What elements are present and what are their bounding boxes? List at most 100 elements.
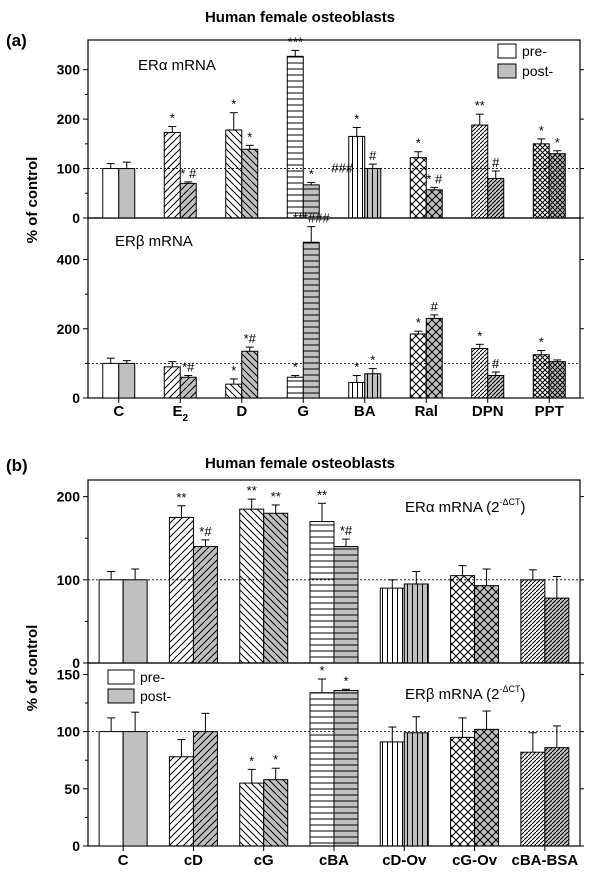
bar-pre-D (225, 129, 243, 219)
significance-label: ** (247, 483, 257, 498)
bar-pre-PPT (532, 354, 550, 399)
x-tick-label: C (113, 403, 124, 420)
bar-post-BA (364, 168, 382, 219)
x-tick-label: cG-Ov (452, 852, 498, 869)
significance-label: * (273, 752, 278, 767)
bar-pre-C (102, 362, 120, 399)
y-tick-label: 50 (64, 781, 80, 797)
x-tick-label: DPN (472, 403, 504, 420)
significance-label: * (477, 328, 482, 343)
bar-post-cD (192, 546, 218, 664)
legend-a: pre- post- (497, 43, 553, 79)
y-tick-label: 0 (72, 838, 80, 854)
legend-b-post-label: post- (140, 688, 171, 704)
significance-label: # (369, 148, 377, 163)
bar-post-cG-Ov (474, 585, 500, 664)
bar-post-cD (192, 731, 218, 847)
bar-post-G (302, 241, 320, 399)
panel-b-letter: (b) (6, 456, 28, 475)
legend-a-post-label: post- (522, 63, 553, 79)
panel-a-letter: (a) (6, 31, 27, 50)
bar-pre-cG-Ov (450, 575, 476, 664)
bar-pre-Ral (409, 157, 427, 219)
legend-b: pre- post- (107, 669, 171, 704)
significance-label: * (416, 136, 421, 151)
bar-pre-D (225, 383, 243, 399)
significance-label: ** (475, 98, 485, 113)
bar-pre-G (286, 55, 304, 219)
x-tick-label: cBA (319, 852, 349, 869)
bar-post-cBA-BSA (544, 747, 570, 847)
bar-post-E2 (179, 182, 197, 219)
bar-post-C (122, 579, 148, 664)
bar-post-cG (263, 512, 289, 664)
bar-pre-cBA-BSA (520, 579, 546, 664)
significance-label: * # (426, 171, 443, 186)
bar-post-BA (364, 373, 382, 399)
significance-label: ** (317, 487, 327, 502)
significance-label: * (555, 135, 560, 150)
bar-post-DPN (487, 375, 505, 399)
legend-b-pre-label: pre- (140, 669, 165, 685)
x-tick-label: E2 (172, 403, 188, 424)
significance-label: * (319, 663, 324, 678)
bar-post-C (122, 731, 148, 847)
significance-label: # (492, 155, 500, 170)
x-tick-label: cD-Ov (382, 852, 427, 869)
significance-label: # (492, 356, 500, 371)
bar-post-C (118, 168, 136, 219)
subplot-label-main: ERβ mRNA (115, 233, 193, 250)
significance-label: * (354, 112, 359, 127)
bar-post-D (241, 350, 259, 399)
bar-pre-cG (239, 508, 265, 664)
bar-post-E2 (179, 376, 197, 399)
bar-pre-cG (239, 782, 265, 847)
bar-post-cG (263, 779, 289, 847)
bar-post-cBA-BSA (544, 597, 570, 664)
bar-post-D (241, 148, 259, 219)
bar-post-PPT (548, 361, 566, 399)
significance-label: *# (340, 523, 353, 538)
subplot-label-end: ) (521, 499, 526, 516)
bar-pre-DPN (471, 124, 489, 219)
bar-pre-C (98, 579, 124, 664)
legend-a-post-swatch (497, 63, 517, 79)
y-tick-label: 200 (57, 489, 81, 505)
legend-a-pre-label: pre- (522, 43, 547, 59)
x-tick-label: cG (254, 852, 274, 869)
significance-label: *** (288, 34, 303, 49)
bar-pre-C (102, 168, 120, 219)
panel-b-title: Human female osteoblasts (205, 455, 395, 472)
y-tick-label: 400 (57, 252, 81, 268)
y-tick-label: 0 (72, 655, 80, 671)
bar-post-cBA (333, 689, 359, 847)
subplot-label-sup: -ΔCT (500, 497, 522, 507)
side-significance-label: ### (331, 160, 353, 175)
subplot-label-main: ERα mRNA (138, 57, 216, 74)
bar-pre-BA (348, 135, 366, 219)
y-tick-label: 200 (57, 111, 81, 127)
bar-pre-cBA (309, 521, 335, 664)
bar-post-PPT (548, 153, 566, 219)
significance-label: * (539, 123, 544, 138)
bar-post-cD-Ov (403, 583, 429, 664)
significance-label: * (539, 335, 544, 350)
panel-b-ylabel: % of control (24, 625, 41, 712)
subplot-label: ERβ mRNA (2-ΔCT) (405, 684, 526, 703)
y-tick-label: 200 (57, 321, 81, 337)
bar-pre-cBA (309, 692, 335, 847)
legend-a-pre-swatch (497, 43, 517, 59)
legend-b-post-swatch (107, 688, 135, 704)
bar-pre-cD-Ov (379, 741, 405, 847)
y-tick-label: 150 (57, 666, 81, 682)
y-tick-label: 0 (72, 390, 80, 406)
significance-label: * (354, 360, 359, 375)
bar-pre-cD-Ov (379, 587, 405, 664)
subplot-label-sup: -ΔCT (499, 684, 521, 694)
bar-post-cD-Ov (403, 732, 429, 847)
significance-label: * # (180, 166, 197, 181)
bar-post-Ral (425, 189, 443, 219)
significance-label: # (431, 299, 439, 314)
bar-pre-cD (168, 756, 194, 847)
